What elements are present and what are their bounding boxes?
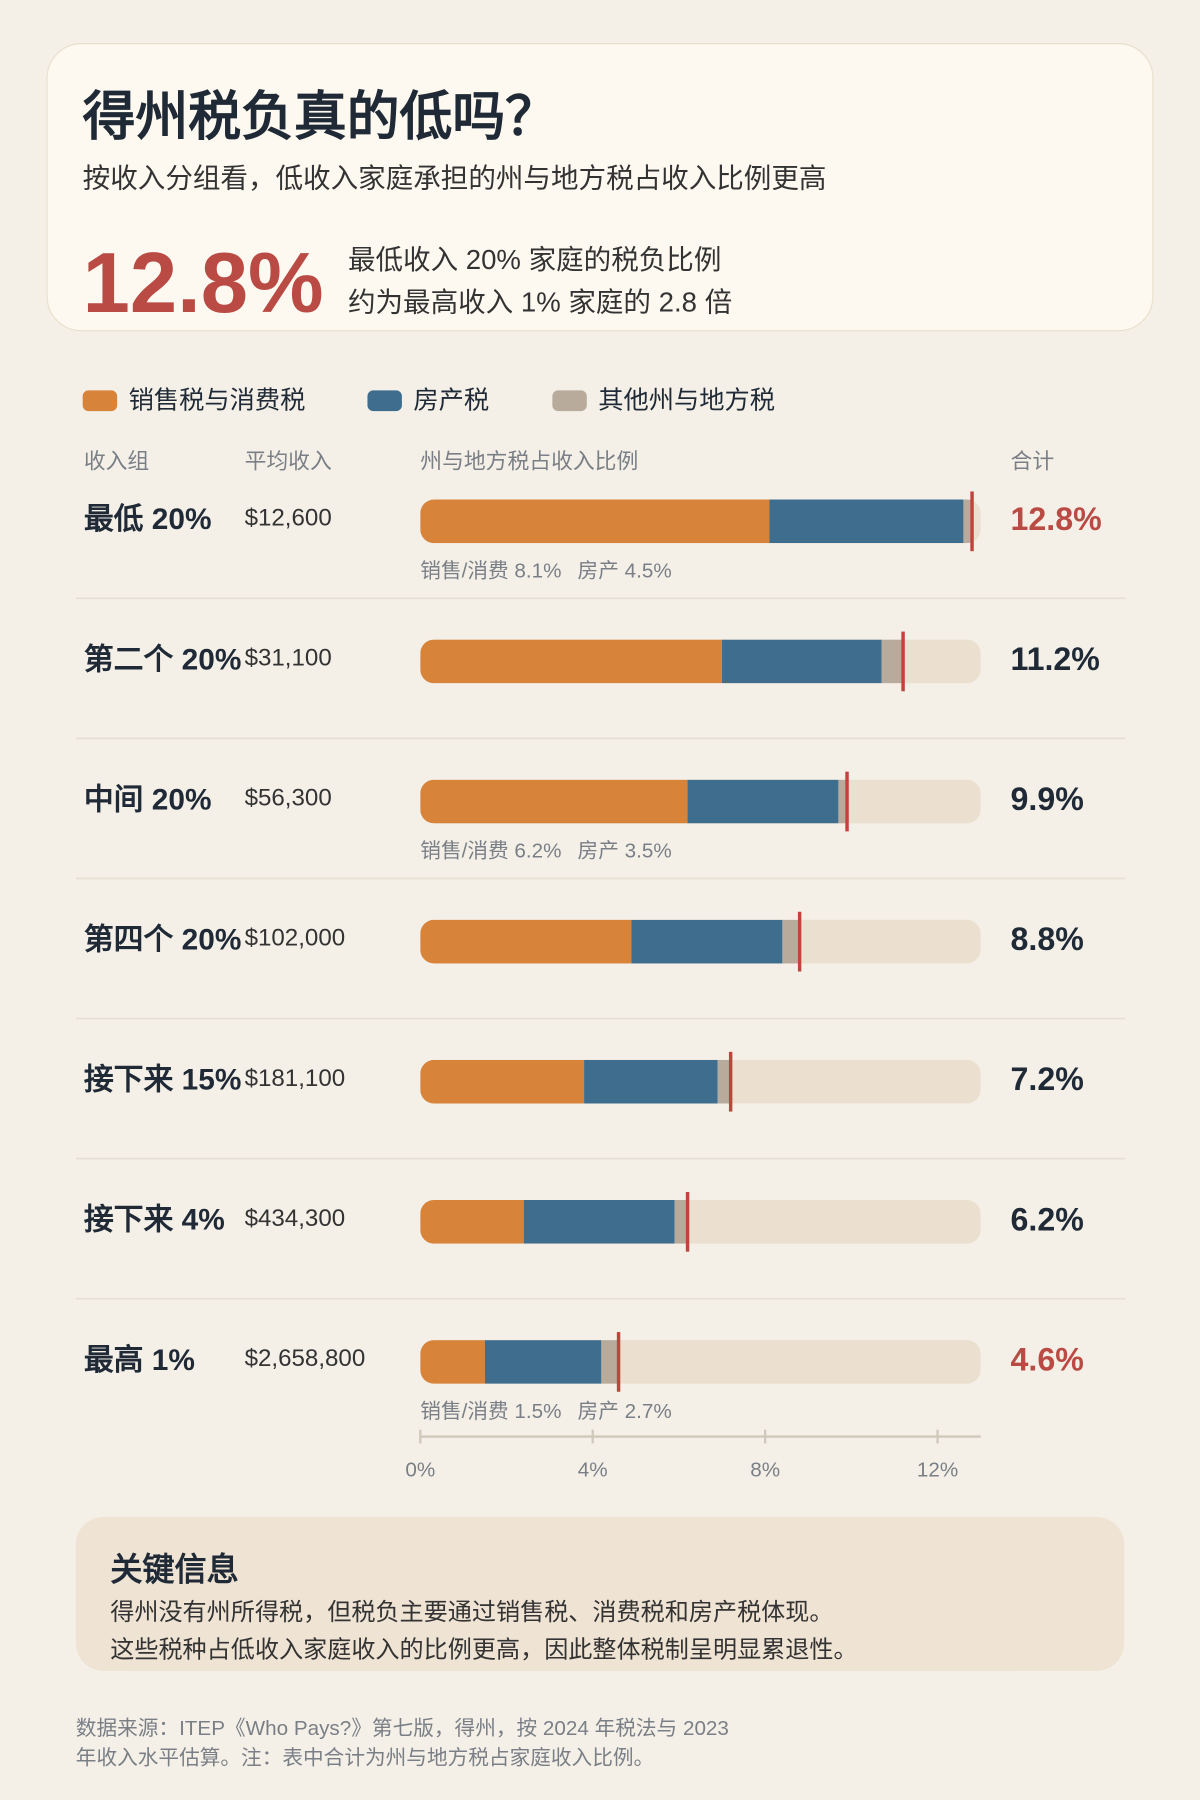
bar-segment [722, 639, 882, 684]
bar-segment [584, 1059, 718, 1104]
bar-segment [687, 779, 839, 824]
legend-label: 房产税 [413, 387, 489, 415]
segment-label: 销售/消费 8.1% [420, 559, 561, 582]
bar-segment [717, 1059, 731, 1104]
bar-stack [420, 499, 973, 544]
legend-label: 销售税与消费税 [129, 387, 306, 415]
bar-stack [420, 919, 800, 964]
key-info-box [75, 1516, 1125, 1671]
bar-segment [420, 639, 723, 684]
income-label: $2,658,800 [245, 1345, 366, 1372]
total-label: 6.2% [1011, 1201, 1084, 1237]
bar-segment [420, 919, 632, 964]
total-label: 11.2% [1011, 641, 1100, 677]
bar-segment [420, 779, 688, 824]
bar-stack [420, 1059, 731, 1104]
category-label: 最低 20% [84, 503, 212, 536]
bar-stack [420, 639, 904, 684]
income-label: $12,600 [245, 504, 332, 531]
income-label: $102,000 [245, 925, 346, 952]
bar-segment [963, 499, 973, 544]
key-info-title: 关键信息 [110, 1552, 239, 1588]
bar-stack [420, 779, 848, 824]
subtitle: 按收入分组看，低收入家庭承担的州与地方税占收入比例更高 [83, 163, 827, 194]
highlight-text: 约为最高收入 1% 家庭的 2.8 倍 [348, 287, 732, 318]
x-tick-label: 4% [578, 1458, 608, 1481]
bar-segment [782, 919, 800, 964]
column-header: 州与地方税占收入比例 [420, 449, 638, 474]
bar-segment [420, 1059, 585, 1104]
column-header: 收入组 [84, 449, 149, 474]
x-tick-label: 8% [750, 1458, 780, 1481]
bar-stack [420, 1340, 619, 1384]
column-header: 合计 [1011, 449, 1055, 474]
category-label: 第四个 20% [84, 923, 242, 957]
legend-swatch [82, 390, 118, 412]
bar-segment [523, 1200, 675, 1244]
title: 得州税负真的低吗？ [83, 88, 558, 147]
legend-swatch [367, 390, 402, 412]
total-label: 12.8% [1011, 501, 1102, 537]
bar-segment [484, 1340, 602, 1384]
category-label: 中间 20% [84, 783, 212, 816]
bar-segment [631, 919, 783, 964]
bar-segment [769, 499, 964, 544]
total-label: 8.8% [1011, 921, 1084, 957]
bar-segment [838, 779, 848, 824]
category-label: 最高 1% [84, 1344, 195, 1377]
segment-label: 销售/消费 1.5% [420, 1400, 561, 1423]
highlight-number: 12.8% [83, 236, 324, 331]
bar-segment [420, 499, 770, 544]
segment-label: 房产 4.5% [578, 559, 672, 582]
total-label: 9.9% [1011, 781, 1084, 817]
segment-label: 销售/消费 6.2% [420, 840, 561, 863]
category-label: 第二个 20% [84, 642, 242, 676]
bar-segment [674, 1200, 688, 1244]
income-label: $181,100 [245, 1065, 346, 1092]
key-info-text: 得州没有州所得税，但税负主要通过销售税、消费税和房产税体现。 [110, 1599, 833, 1626]
bar-stack [420, 1200, 688, 1244]
income-label: $434,300 [245, 1205, 346, 1232]
segment-label: 房产 3.5% [578, 840, 672, 863]
category-label: 接下来 4% [84, 1204, 225, 1237]
source-text: 数据来源：ITEP《Who Pays?》第七版，得州，按 2024 年税法与 2… [76, 1717, 729, 1740]
highlight-text: 最低收入 20% 家庭的税负比例 [348, 244, 721, 275]
bar-segment [881, 639, 904, 684]
source-text: 年收入水平估算。注：表中合计为州与地方税占家庭收入比例。 [76, 1747, 654, 1770]
total-label: 7.2% [1011, 1061, 1084, 1097]
column-header: 平均收入 [245, 449, 332, 474]
header-card [46, 43, 1154, 332]
total-label: 4.6% [1011, 1341, 1084, 1377]
bar-segment [420, 1340, 485, 1384]
legend-swatch [552, 390, 587, 412]
segment-label: 房产 2.7% [578, 1400, 672, 1423]
income-label: $56,300 [245, 785, 332, 812]
x-tick-label: 0% [405, 1458, 435, 1481]
bar-segment [601, 1340, 619, 1384]
income-label: $31,100 [245, 645, 332, 672]
legend-label: 其他州与地方税 [598, 387, 775, 415]
key-info-text: 这些税种占低收入家庭收入的比例更高，因此整体税制呈明显累退性。 [110, 1637, 857, 1664]
x-tick-label: 12% [917, 1458, 958, 1481]
bar-segment [420, 1200, 524, 1244]
category-label: 接下来 15% [84, 1064, 242, 1097]
